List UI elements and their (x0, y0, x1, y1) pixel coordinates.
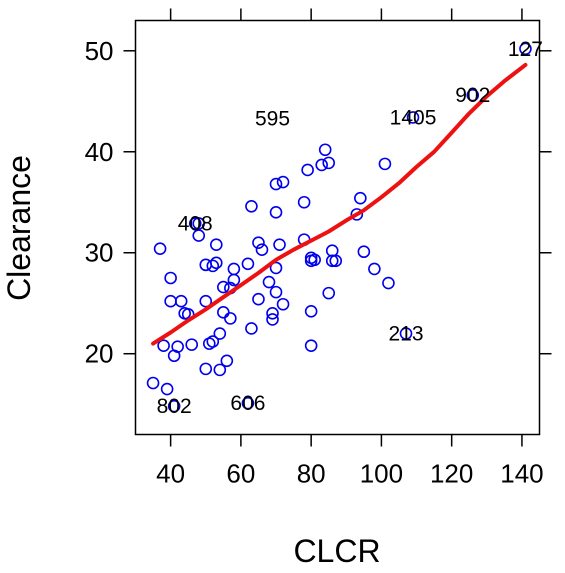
data-point (273, 238, 286, 251)
data-point (350, 208, 364, 221)
data-point (297, 195, 311, 209)
data-point (315, 158, 328, 172)
data-point (174, 294, 188, 308)
data-point (322, 156, 336, 170)
data-point (160, 382, 174, 396)
data-point (269, 177, 283, 191)
data-point (164, 294, 177, 308)
y-tick-label: 40 (85, 137, 114, 167)
y-tick-label: 20 (85, 339, 114, 369)
data-point (329, 254, 343, 268)
data-point (217, 280, 230, 294)
data-point (252, 292, 265, 306)
x-tick-label: 100 (360, 459, 403, 489)
data-point (519, 42, 532, 56)
data-point (266, 313, 279, 326)
point-label: 802 (157, 395, 192, 418)
data-point (164, 271, 177, 285)
x-axis-title: CLCR (293, 533, 380, 569)
data-point (146, 376, 160, 390)
data-point (269, 206, 283, 219)
data-point (262, 275, 276, 289)
x-tick-label: 40 (156, 459, 185, 489)
data-point (199, 294, 213, 308)
data-point (301, 163, 314, 177)
point-label: 213 (388, 323, 423, 346)
data-point (269, 261, 283, 275)
data-point (210, 256, 223, 270)
data-point (308, 253, 321, 267)
data-point (466, 88, 480, 102)
data-point (206, 259, 220, 273)
data-point (153, 242, 167, 256)
data-point (241, 257, 255, 271)
data-point (382, 276, 395, 290)
plot-frame (134, 19, 541, 436)
data-point (188, 217, 202, 230)
data-point (266, 307, 279, 320)
trend-line (151, 62, 528, 346)
data-point (241, 396, 255, 410)
data-point (325, 254, 339, 268)
data-point (399, 327, 413, 340)
y-tick-label: 30 (85, 238, 114, 268)
y-tick-label: 50 (85, 36, 114, 66)
data-point (245, 322, 258, 335)
data-point (224, 312, 237, 325)
data-point (206, 335, 220, 348)
y-axis-title: Clearance (1, 155, 37, 301)
x-tick-label: 120 (430, 459, 473, 489)
data-point (322, 286, 336, 300)
data-point (217, 306, 230, 319)
data-point (255, 243, 269, 257)
data-point (354, 191, 367, 205)
data-point (227, 262, 241, 276)
data-point (185, 338, 199, 351)
data-point (318, 143, 332, 157)
data-point (210, 238, 223, 251)
point-label: 127 (508, 38, 543, 61)
data-point (357, 245, 371, 259)
data-point (192, 229, 206, 242)
point-label: 595 (255, 107, 290, 130)
data-point (304, 305, 318, 318)
point-label: 902 (455, 84, 490, 107)
data-point (269, 285, 283, 299)
data-point (368, 262, 381, 276)
point-label: 606 (230, 392, 265, 415)
x-tick-label: 80 (297, 459, 326, 489)
data-point (245, 199, 258, 213)
data-point (167, 399, 181, 413)
data-point (378, 157, 392, 171)
data-point (406, 111, 420, 124)
point-label: 1405 (390, 106, 437, 129)
data-point (252, 236, 265, 249)
data-point (304, 339, 318, 352)
x-tick-label: 60 (226, 459, 255, 489)
data-point (213, 327, 227, 340)
data-point (213, 363, 227, 377)
x-tick-label: 140 (500, 459, 543, 489)
data-point (276, 175, 290, 189)
data-point (171, 340, 184, 353)
point-label: 408 (178, 212, 213, 235)
data-point (276, 297, 290, 311)
data-point (220, 354, 234, 368)
data-point (199, 362, 213, 376)
data-point (157, 339, 170, 352)
data-point (192, 217, 206, 230)
